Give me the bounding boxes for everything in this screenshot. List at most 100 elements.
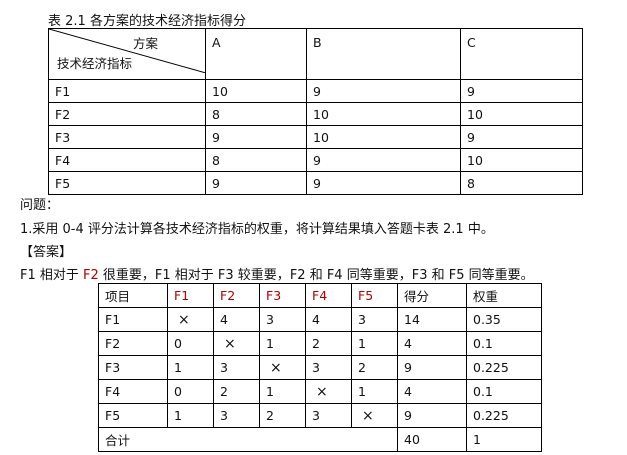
- cell: 0.1: [466, 331, 542, 356]
- table-row: F1 10 9 9: [48, 79, 583, 103]
- indicator-cell: F5: [48, 171, 206, 195]
- answer-text-part: F4: [326, 268, 343, 283]
- cell: 2: [351, 355, 398, 380]
- cell: 9: [397, 403, 467, 428]
- answer-text-part: 同等重要，: [342, 268, 412, 283]
- cell: F5: [98, 403, 168, 428]
- score-cell: 9: [306, 79, 461, 103]
- cell: 3: [305, 403, 352, 428]
- cell: F3: [98, 355, 168, 380]
- score-cell: 8: [205, 148, 307, 172]
- cell: 2: [305, 331, 352, 356]
- table-row: F4 8 9 10: [48, 148, 583, 172]
- indicator-cell: F1: [48, 79, 206, 103]
- diagonal-line: [49, 29, 206, 73]
- cell: 1: [259, 379, 306, 404]
- answer-text-part: F1: [20, 268, 36, 283]
- cell: 4: [213, 307, 260, 332]
- column-header: A: [205, 28, 307, 80]
- column-header: F1: [167, 283, 214, 308]
- cell: 3: [259, 307, 306, 332]
- answer-text-part: F3: [411, 268, 428, 283]
- score-cell: 8: [205, 102, 307, 126]
- answer-text-part: 相对于: [170, 268, 218, 283]
- cell: 1: [167, 355, 214, 380]
- cell: F2: [98, 331, 168, 356]
- score-cell: 10: [460, 148, 583, 172]
- column-header: 项目: [98, 283, 168, 308]
- corner-bottom-label: 技术经济指标: [57, 56, 133, 71]
- table-header-row: 方案 技术经济指标 A B C: [48, 28, 583, 80]
- question-text: 1.采用 0-4 评分法计算各技术经济指标的权重，将计算结果填入答题卡表 2.1…: [20, 222, 494, 237]
- answer-text-part: 同等重要。: [464, 268, 534, 283]
- total-row: 合计 40 1: [98, 427, 542, 452]
- answer-label: 【答案】: [20, 245, 73, 260]
- table-row: F2 0 × 1 2 1 4 0.1: [98, 331, 542, 356]
- score-cell: 9: [205, 171, 307, 195]
- cell: 1: [167, 403, 214, 428]
- score-cell: 10: [306, 102, 461, 126]
- cross-cell: ×: [167, 307, 214, 332]
- cell: 3: [213, 355, 260, 380]
- table-row: F5 9 9 8: [48, 171, 583, 195]
- question-label: 问题：: [20, 198, 60, 213]
- score-cell: 9: [306, 171, 461, 195]
- column-header: C: [460, 28, 583, 80]
- column-header: F3: [259, 283, 306, 308]
- column-header: 得分: [397, 283, 467, 308]
- score-cell: 8: [460, 171, 583, 195]
- cross-cell: ×: [259, 355, 306, 380]
- total-weight: 1: [466, 427, 542, 452]
- cross-cell: ×: [305, 379, 352, 404]
- cell: 1: [259, 331, 306, 356]
- total-score: 40: [397, 427, 467, 452]
- answer-text-part: F2: [289, 268, 306, 283]
- table-row: F3 9 10 9: [48, 125, 583, 149]
- cell: 0.225: [466, 355, 542, 380]
- cell: 4: [397, 331, 467, 356]
- answer-text-part: 和: [305, 268, 327, 283]
- answer-text-part: 较重要，: [233, 268, 290, 283]
- cross-cell: ×: [351, 403, 398, 428]
- table-row: F4 0 2 1 × 1 4 0.1: [98, 379, 542, 404]
- answer-text-part: 很重要，: [98, 268, 155, 283]
- cell: 3: [351, 307, 398, 332]
- cell: 0.225: [466, 403, 542, 428]
- answer-text-part: F3: [217, 268, 234, 283]
- cell: 2: [213, 379, 260, 404]
- column-header: F5: [351, 283, 398, 308]
- cell: 0: [167, 379, 214, 404]
- answer-text-part: 和: [427, 268, 449, 283]
- column-header: F4: [305, 283, 352, 308]
- cell: 0.1: [466, 379, 542, 404]
- cell: 3: [305, 355, 352, 380]
- cell: 0: [167, 331, 214, 356]
- table-row: F5 1 3 2 3 × 9 0.225: [98, 403, 542, 428]
- score-cell: 9: [460, 79, 583, 103]
- total-label: 合计: [98, 427, 398, 452]
- score-cell: 10: [460, 102, 583, 126]
- column-header: F2: [213, 283, 260, 308]
- column-header: 权重: [466, 283, 542, 308]
- column-header: B: [306, 28, 461, 80]
- corner-top-label: 方案: [133, 36, 159, 51]
- answer-text-part: 相对于: [35, 268, 84, 283]
- indicator-cell: F4: [48, 148, 206, 172]
- cell: 14: [397, 307, 467, 332]
- cell: 4: [397, 379, 467, 404]
- table-row: F3 1 3 × 3 2 9 0.225: [98, 355, 542, 380]
- cell: 4: [305, 307, 352, 332]
- indicator-cell: F3: [48, 125, 206, 149]
- cell: F4: [98, 379, 168, 404]
- cell: F1: [98, 307, 168, 332]
- indicator-cell: F2: [48, 102, 206, 126]
- score-cell: 10: [205, 79, 307, 103]
- score-cell: 9: [306, 148, 461, 172]
- table-row: F2 8 10 10: [48, 102, 583, 126]
- cell: 9: [397, 355, 467, 380]
- cell: 1: [351, 379, 398, 404]
- table-caption: 表 2.1 各方案的技术经济指标得分: [48, 14, 246, 29]
- answer-text-part: F1: [154, 268, 171, 283]
- table-row: F1 × 4 3 4 3 14 0.35: [98, 307, 542, 332]
- cell: 3: [213, 403, 260, 428]
